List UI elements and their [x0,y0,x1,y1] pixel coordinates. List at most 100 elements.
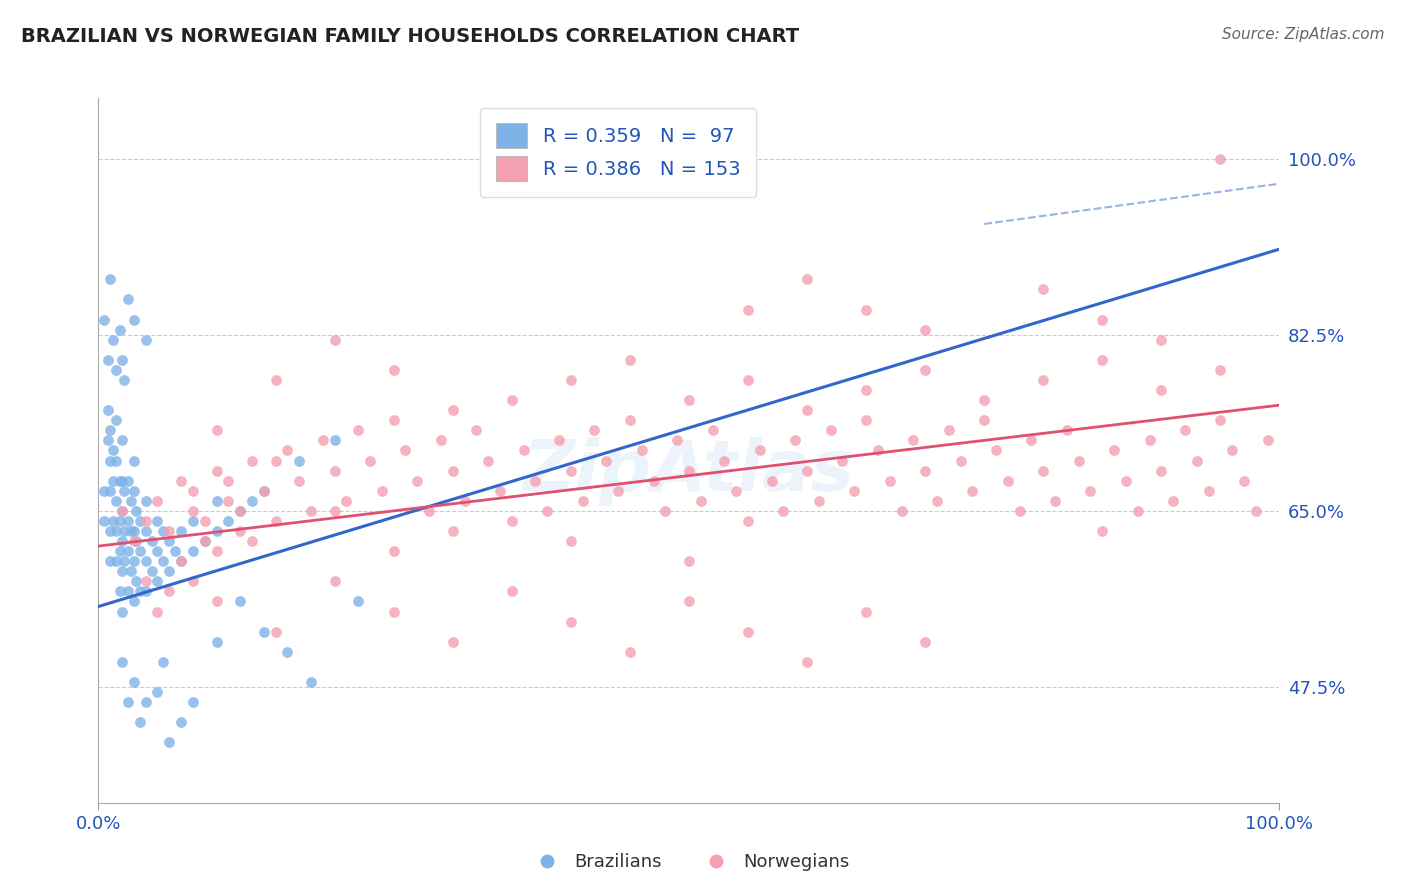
Point [643,474,665,488]
Point [914,363,936,377]
Point [914,323,936,337]
Point [253,483,276,498]
Point [205,423,228,437]
Point [962,483,984,498]
Point [121,524,143,538]
Point [122,554,145,568]
Point [98,423,121,437]
Point [146,605,169,619]
Point [264,373,287,387]
Point [122,524,145,538]
Point [725,483,748,498]
Point [125,574,148,589]
Point [678,594,700,608]
Point [890,504,912,518]
Point [117,584,139,599]
Point [666,434,689,448]
Point [98,554,121,568]
Point [1091,524,1114,538]
Point [1150,383,1173,397]
Point [949,453,972,467]
Point [125,534,148,549]
Point [146,544,169,558]
Point [299,675,322,690]
Point [112,524,135,538]
Point [194,534,217,549]
Point [146,514,169,528]
Point [121,493,143,508]
Point [157,534,180,549]
Point [866,443,889,458]
Point [1032,464,1054,478]
Point [382,363,405,377]
Point [430,434,453,448]
Point [571,493,593,508]
Point [111,352,134,367]
Point [117,514,139,528]
Point [678,554,700,568]
Point [359,453,381,467]
Point [157,735,180,749]
Point [524,474,547,488]
Point [105,493,128,508]
Point [453,493,475,508]
Point [170,715,193,730]
Point [135,493,157,508]
Point [111,474,134,488]
Point [1067,453,1090,467]
Point [101,474,124,488]
Point [117,695,139,709]
Point [855,605,877,619]
Point [299,504,322,518]
Point [713,453,735,467]
Point [441,634,464,648]
Point [128,584,150,599]
Point [737,373,759,387]
Point [152,524,174,538]
Point [135,333,157,347]
Point [925,493,948,508]
Point [560,534,582,549]
Point [181,574,204,589]
Point [108,584,131,599]
Point [855,383,877,397]
Point [146,685,169,699]
Point [807,493,830,508]
Point [702,423,724,437]
Point [146,493,169,508]
Legend: Brazilians, Norwegians: Brazilians, Norwegians [522,846,856,879]
Point [217,474,239,488]
Point [347,594,370,608]
Point [382,605,405,619]
Point [1174,423,1197,437]
Point [229,524,252,538]
Point [93,483,115,498]
Point [181,504,204,518]
Point [1126,504,1149,518]
Point [125,504,148,518]
Point [1102,443,1125,458]
Point [831,453,853,467]
Point [761,474,783,488]
Point [441,464,464,478]
Point [1008,504,1031,518]
Point [855,413,877,427]
Point [240,534,263,549]
Point [276,443,298,458]
Point [984,443,1007,458]
Point [117,544,139,558]
Point [253,624,276,639]
Point [194,534,217,549]
Point [441,403,464,417]
Point [560,464,582,478]
Point [111,534,134,549]
Point [1021,434,1043,448]
Point [630,443,652,458]
Point [465,423,488,437]
Point [997,474,1019,488]
Point [101,514,124,528]
Point [1032,282,1054,296]
Point [122,483,145,498]
Point [501,514,523,528]
Point [264,624,287,639]
